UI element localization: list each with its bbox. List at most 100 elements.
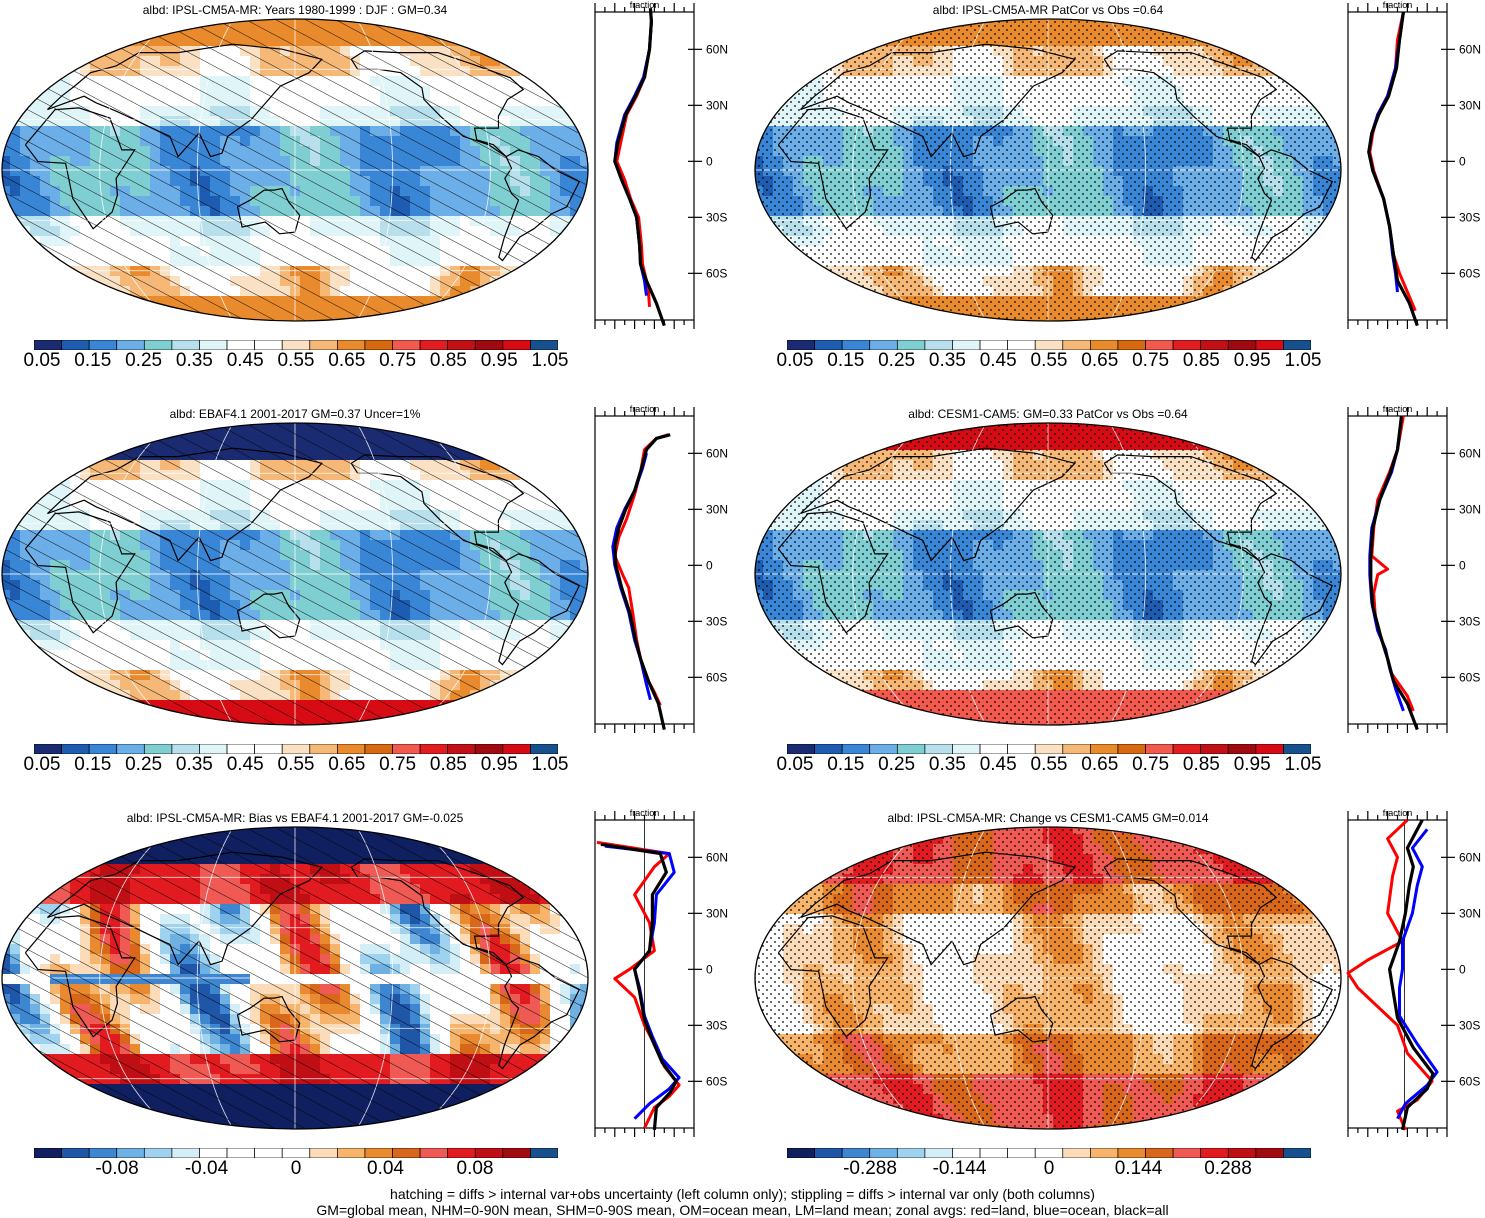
zonal-lat-label: 60S	[706, 266, 727, 280]
panel-title: albd: EBAF4.1 2001-2017 GM=0.37 Uncer=1%	[169, 407, 421, 421]
colorbar-swatch	[1255, 1147, 1284, 1159]
zonal-axis-title: fraction	[1383, 0, 1413, 10]
colorbar-label: 0.55	[277, 350, 315, 371]
colorbar-swatch	[869, 743, 898, 755]
world-map	[753, 824, 1343, 1132]
colorbar-swatch	[1090, 339, 1119, 351]
colorbar-label: 0.65	[1081, 754, 1119, 775]
colorbar-swatch	[199, 1147, 228, 1159]
colorbar-label: 0.45	[226, 754, 264, 775]
stippling-overlay	[755, 423, 1341, 725]
hatching-overlay	[2, 827, 588, 1129]
zonal-lat-label: 0	[706, 962, 713, 976]
world-map	[753, 420, 1343, 728]
colorbar-swatch	[1034, 1147, 1064, 1159]
colorbar-swatch	[1007, 1147, 1036, 1159]
world-map	[0, 824, 590, 1132]
zonal-lat-label: 30N	[706, 98, 728, 112]
colorbar-label: 0.144	[1114, 1158, 1163, 1179]
colorbar-label: 0.35	[928, 754, 966, 775]
colorbar-label: 0.55	[277, 754, 315, 775]
colorbar-swatch	[530, 339, 559, 351]
colorbar-label: -0.04	[184, 1158, 229, 1179]
colorbar-swatch	[1283, 339, 1312, 351]
colorbar-label: 0.95	[480, 754, 518, 775]
colorbar-swatch	[171, 1147, 200, 1159]
colorbar-label: 0.55	[1030, 350, 1068, 371]
colorbar-swatch	[1200, 339, 1229, 351]
colorbar-swatch	[530, 1147, 559, 1159]
colorbar-label: 0	[290, 1158, 302, 1179]
map-border	[754, 826, 1342, 1130]
colorbar-swatch	[869, 339, 898, 351]
map-border	[754, 422, 1342, 726]
colorbar-swatch	[1090, 743, 1119, 755]
zonal-axis-title: fraction	[1383, 404, 1413, 414]
colorbar-label: 0.85	[429, 350, 467, 371]
colorbar-swatch	[254, 1147, 283, 1159]
hatching-overlay	[2, 423, 588, 725]
colorbar-label: 0.85	[1182, 754, 1220, 775]
colorbar-swatch	[924, 339, 953, 351]
zonal-lat-label: 60N	[1459, 446, 1481, 460]
zonal-lat-label: 60N	[1459, 850, 1481, 864]
colorbar-swatch	[1200, 743, 1229, 755]
colorbar-swatch	[1283, 1147, 1312, 1159]
colorbar-swatch	[364, 743, 393, 755]
zonal-lat-label: 60N	[706, 446, 728, 460]
colorbar-swatch	[952, 1147, 981, 1159]
colorbar-label: 0.25	[878, 350, 916, 371]
map-panel: albd: IPSL-CM5A-MR PatCor vs Obs =0.64 fr…	[753, 0, 1485, 406]
zonal-lat-label: 0	[1459, 154, 1466, 168]
colorbar-swatch	[1117, 339, 1146, 351]
zonal-axis-title: fraction	[630, 808, 660, 818]
colorbar-label: 0.04	[367, 1158, 404, 1179]
colorbar-label: 0.75	[379, 350, 417, 371]
colorbar-label: 0.45	[226, 350, 264, 371]
colorbar-swatch	[309, 743, 338, 755]
colorbar-swatch	[1062, 1147, 1091, 1159]
colorbar-label: -0.08	[95, 1158, 139, 1179]
map-border	[1, 826, 589, 1130]
map-panel: albd: IPSL-CM5A-MR: Years 1980-1999 : DJ…	[0, 0, 742, 406]
colorbar-swatch	[502, 339, 531, 351]
zonal-lat-label: 60N	[706, 850, 728, 864]
colorbar-swatch	[281, 1147, 311, 1159]
colorbar-swatch	[896, 1147, 926, 1159]
colorbar-label: 0	[1043, 1158, 1055, 1179]
stippling-overlay	[755, 827, 1341, 1129]
colorbar-swatch	[786, 743, 815, 755]
colorbar-swatch	[171, 339, 200, 351]
colorbar-swatch	[337, 1147, 366, 1159]
colorbar-swatch	[254, 339, 283, 351]
colorbar-label: -0.144	[932, 1158, 987, 1179]
colorbar-swatch	[1200, 1147, 1229, 1159]
colorbar-swatch	[392, 339, 421, 351]
colorbar-label: 0.75	[379, 754, 417, 775]
zonal-lat-label: 30S	[1459, 1018, 1480, 1032]
zonal-lat-label: 60N	[1459, 42, 1481, 56]
colorbar-swatch	[1117, 1147, 1146, 1159]
zonal-all-line	[1387, 819, 1435, 1131]
colorbar-swatch	[33, 743, 62, 755]
colorbar-swatch	[143, 1147, 173, 1159]
zonal-lat-label: 30S	[1459, 210, 1480, 224]
colorbar-label: 0.55	[1030, 754, 1068, 775]
colorbar-swatch	[337, 743, 366, 755]
colorbar-label: -0.288	[843, 1158, 897, 1179]
colorbar-swatch	[392, 1147, 421, 1159]
zonal-axis-title: fraction	[1383, 808, 1413, 818]
colorbar-swatch	[1172, 339, 1202, 351]
colorbar-swatch	[841, 743, 871, 755]
colorbar-swatch	[392, 743, 421, 755]
colorbar-swatch	[1172, 743, 1202, 755]
colorbar-label: 0.05	[776, 350, 814, 371]
colorbar-swatch	[33, 1147, 62, 1159]
colorbar-swatch	[1090, 1147, 1119, 1159]
colorbar-swatch	[199, 743, 228, 755]
map-panel: albd: IPSL-CM5A-MR: Change vs CESM1-CAM5…	[753, 808, 1485, 1214]
zonal-lat-label: 30N	[706, 502, 728, 516]
stippling-overlay	[755, 19, 1341, 321]
